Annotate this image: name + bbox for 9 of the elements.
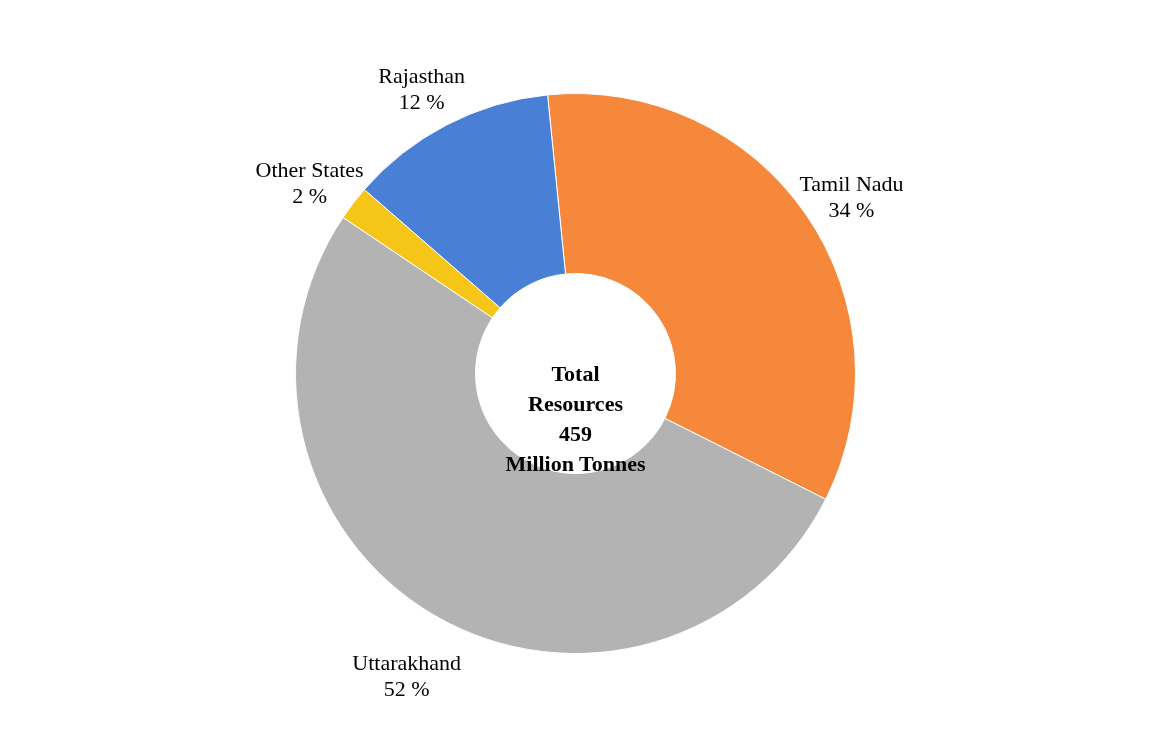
slice-label: Other States <box>255 156 364 182</box>
slice-label: Tamil Nadu <box>799 170 904 196</box>
data-label: 34 % <box>828 196 875 222</box>
data-label: 2 % <box>292 182 328 208</box>
data-label: 52 % <box>383 675 430 701</box>
slice-label: Rajasthan <box>378 62 466 88</box>
slice-label: Uttarakhand <box>352 649 461 675</box>
text: Total Resources 459 Million Tonnes <box>505 360 646 476</box>
data-label: 12 % <box>398 88 445 114</box>
